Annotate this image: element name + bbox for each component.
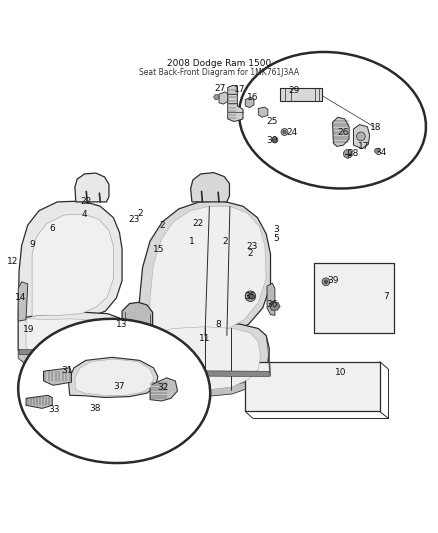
Text: 7: 7 — [383, 292, 389, 301]
Polygon shape — [32, 214, 113, 317]
Circle shape — [248, 294, 253, 299]
Polygon shape — [138, 368, 269, 397]
Text: Seat Back-Front Diagram for 1MK761J3AA: Seat Back-Front Diagram for 1MK761J3AA — [139, 68, 299, 77]
Text: 16: 16 — [247, 93, 259, 102]
Polygon shape — [26, 395, 52, 408]
Polygon shape — [258, 107, 268, 117]
Polygon shape — [18, 312, 124, 379]
Text: 9: 9 — [29, 240, 35, 249]
Text: 35: 35 — [245, 292, 256, 301]
Polygon shape — [269, 302, 280, 310]
Polygon shape — [68, 357, 158, 398]
Polygon shape — [18, 350, 124, 376]
Text: 28: 28 — [348, 149, 359, 158]
Polygon shape — [149, 206, 266, 337]
Text: 23: 23 — [128, 215, 140, 224]
Circle shape — [281, 128, 288, 135]
Text: 26: 26 — [338, 127, 349, 136]
Polygon shape — [266, 335, 271, 376]
Circle shape — [357, 132, 365, 141]
Polygon shape — [75, 173, 109, 202]
Polygon shape — [146, 327, 261, 390]
Text: 30: 30 — [266, 136, 278, 146]
Text: 22: 22 — [192, 219, 204, 228]
Circle shape — [283, 130, 286, 134]
Circle shape — [322, 278, 330, 286]
Text: 39: 39 — [328, 276, 339, 285]
Polygon shape — [19, 350, 124, 356]
Polygon shape — [18, 201, 122, 321]
Polygon shape — [332, 117, 349, 147]
Polygon shape — [245, 362, 380, 411]
Text: 19: 19 — [23, 325, 35, 334]
Text: 3: 3 — [274, 225, 279, 234]
Text: 17: 17 — [234, 85, 246, 94]
Text: 5: 5 — [274, 233, 279, 243]
Text: 33: 33 — [48, 405, 60, 414]
Circle shape — [214, 94, 219, 100]
Polygon shape — [280, 88, 321, 101]
Text: 6: 6 — [49, 223, 55, 232]
Text: 36: 36 — [266, 301, 278, 310]
Text: 23: 23 — [246, 243, 258, 252]
Ellipse shape — [239, 52, 426, 189]
Text: 1: 1 — [189, 237, 195, 246]
Polygon shape — [314, 263, 394, 333]
Text: 37: 37 — [114, 382, 125, 391]
Text: 2: 2 — [138, 209, 143, 218]
Text: 14: 14 — [14, 293, 26, 302]
Polygon shape — [353, 125, 370, 149]
Text: 38: 38 — [89, 404, 100, 413]
Polygon shape — [150, 378, 177, 401]
Text: 2: 2 — [223, 237, 228, 246]
Text: 13: 13 — [117, 320, 128, 329]
Text: 34: 34 — [376, 148, 387, 157]
Polygon shape — [245, 97, 254, 108]
Polygon shape — [75, 359, 153, 395]
Circle shape — [245, 291, 256, 302]
Text: 29: 29 — [288, 86, 300, 95]
Polygon shape — [228, 85, 243, 122]
Polygon shape — [138, 370, 269, 376]
Polygon shape — [138, 201, 271, 342]
Text: 18: 18 — [370, 123, 381, 132]
Polygon shape — [18, 282, 28, 321]
Polygon shape — [122, 302, 152, 343]
Text: 24: 24 — [287, 127, 298, 136]
Circle shape — [274, 139, 276, 141]
Text: 4: 4 — [82, 211, 87, 220]
Text: 32: 32 — [157, 383, 169, 392]
Polygon shape — [191, 173, 230, 202]
Text: 25: 25 — [267, 117, 278, 126]
Text: 8: 8 — [215, 320, 221, 329]
Text: 17: 17 — [358, 142, 370, 151]
Polygon shape — [138, 322, 269, 395]
Polygon shape — [26, 318, 120, 372]
Text: 27: 27 — [214, 84, 226, 93]
Text: 2: 2 — [159, 221, 165, 230]
Polygon shape — [43, 368, 71, 385]
Text: 11: 11 — [199, 334, 211, 343]
Polygon shape — [267, 283, 275, 316]
Text: 10: 10 — [335, 368, 346, 377]
Text: 2: 2 — [247, 249, 253, 258]
Text: 12: 12 — [7, 257, 18, 266]
Circle shape — [343, 149, 352, 158]
Ellipse shape — [18, 319, 210, 463]
Text: 31: 31 — [61, 366, 73, 375]
Text: 15: 15 — [153, 245, 165, 254]
Text: 2008 Dodge Ram 1500: 2008 Dodge Ram 1500 — [167, 59, 271, 68]
Circle shape — [324, 280, 328, 284]
Polygon shape — [219, 92, 228, 104]
Circle shape — [374, 148, 380, 154]
Circle shape — [272, 137, 278, 143]
Text: 22: 22 — [80, 197, 92, 206]
